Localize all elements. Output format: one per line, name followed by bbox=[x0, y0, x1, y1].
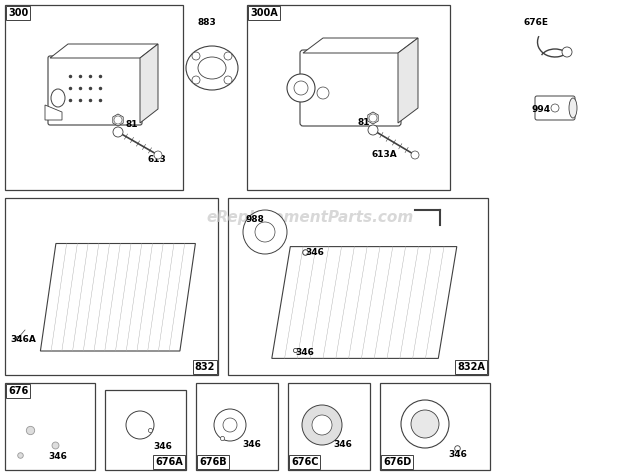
Ellipse shape bbox=[198, 57, 226, 79]
Polygon shape bbox=[398, 38, 418, 123]
Bar bbox=[247, 5, 450, 190]
Circle shape bbox=[317, 87, 329, 99]
Text: 346: 346 bbox=[305, 248, 324, 257]
Circle shape bbox=[562, 47, 572, 57]
Text: 346: 346 bbox=[153, 442, 172, 451]
Text: 994: 994 bbox=[532, 105, 551, 114]
Text: 300A: 300A bbox=[250, 8, 278, 18]
Polygon shape bbox=[45, 105, 62, 120]
Circle shape bbox=[214, 409, 246, 441]
Circle shape bbox=[312, 415, 332, 435]
Circle shape bbox=[114, 116, 122, 124]
Text: 346: 346 bbox=[242, 440, 261, 449]
Circle shape bbox=[401, 400, 449, 448]
Circle shape bbox=[192, 76, 200, 84]
Circle shape bbox=[287, 74, 315, 102]
Text: 346: 346 bbox=[333, 440, 352, 449]
Text: 676C: 676C bbox=[291, 457, 319, 467]
Circle shape bbox=[192, 52, 200, 60]
Text: 346: 346 bbox=[48, 452, 67, 461]
Text: 676B: 676B bbox=[199, 457, 227, 467]
Circle shape bbox=[154, 151, 162, 159]
Text: 613A: 613A bbox=[372, 150, 398, 159]
Text: 346A: 346A bbox=[10, 335, 36, 344]
Circle shape bbox=[411, 151, 419, 159]
Text: 832: 832 bbox=[195, 362, 215, 372]
Ellipse shape bbox=[51, 89, 65, 107]
Text: 676D: 676D bbox=[383, 457, 411, 467]
Ellipse shape bbox=[569, 98, 577, 118]
Bar bbox=[5, 198, 218, 375]
Text: 346: 346 bbox=[448, 450, 467, 459]
Circle shape bbox=[113, 127, 123, 137]
Polygon shape bbox=[272, 247, 457, 359]
Bar bbox=[288, 383, 370, 470]
Bar bbox=[105, 390, 186, 470]
FancyBboxPatch shape bbox=[300, 50, 401, 126]
Text: 613: 613 bbox=[148, 155, 167, 164]
Circle shape bbox=[223, 418, 237, 432]
Circle shape bbox=[224, 52, 232, 60]
Text: 81: 81 bbox=[358, 118, 371, 127]
Bar bbox=[196, 383, 278, 470]
Text: 676: 676 bbox=[8, 386, 29, 396]
Circle shape bbox=[368, 125, 378, 135]
Circle shape bbox=[551, 104, 559, 112]
Polygon shape bbox=[50, 44, 158, 58]
Text: 676E: 676E bbox=[524, 18, 549, 27]
Circle shape bbox=[294, 81, 308, 95]
FancyBboxPatch shape bbox=[48, 56, 142, 125]
Bar bbox=[380, 383, 490, 470]
Bar bbox=[5, 5, 183, 190]
Circle shape bbox=[369, 114, 377, 122]
Bar bbox=[228, 198, 488, 375]
Circle shape bbox=[302, 405, 342, 445]
Text: eReplacementParts.com: eReplacementParts.com bbox=[206, 210, 414, 225]
Ellipse shape bbox=[186, 46, 238, 90]
Text: 883: 883 bbox=[197, 18, 216, 27]
Circle shape bbox=[411, 410, 439, 438]
Text: 346: 346 bbox=[295, 348, 314, 357]
Text: 300: 300 bbox=[8, 8, 29, 18]
Bar bbox=[5, 383, 95, 470]
Text: 676A: 676A bbox=[155, 457, 183, 467]
Circle shape bbox=[224, 76, 232, 84]
Polygon shape bbox=[40, 244, 195, 351]
Text: 988: 988 bbox=[245, 215, 264, 224]
Circle shape bbox=[126, 411, 154, 439]
FancyBboxPatch shape bbox=[535, 96, 575, 120]
Text: 81: 81 bbox=[125, 120, 138, 129]
Polygon shape bbox=[303, 38, 418, 53]
Text: 832A: 832A bbox=[457, 362, 485, 372]
Polygon shape bbox=[140, 44, 158, 123]
Circle shape bbox=[255, 222, 275, 242]
Circle shape bbox=[243, 210, 287, 254]
